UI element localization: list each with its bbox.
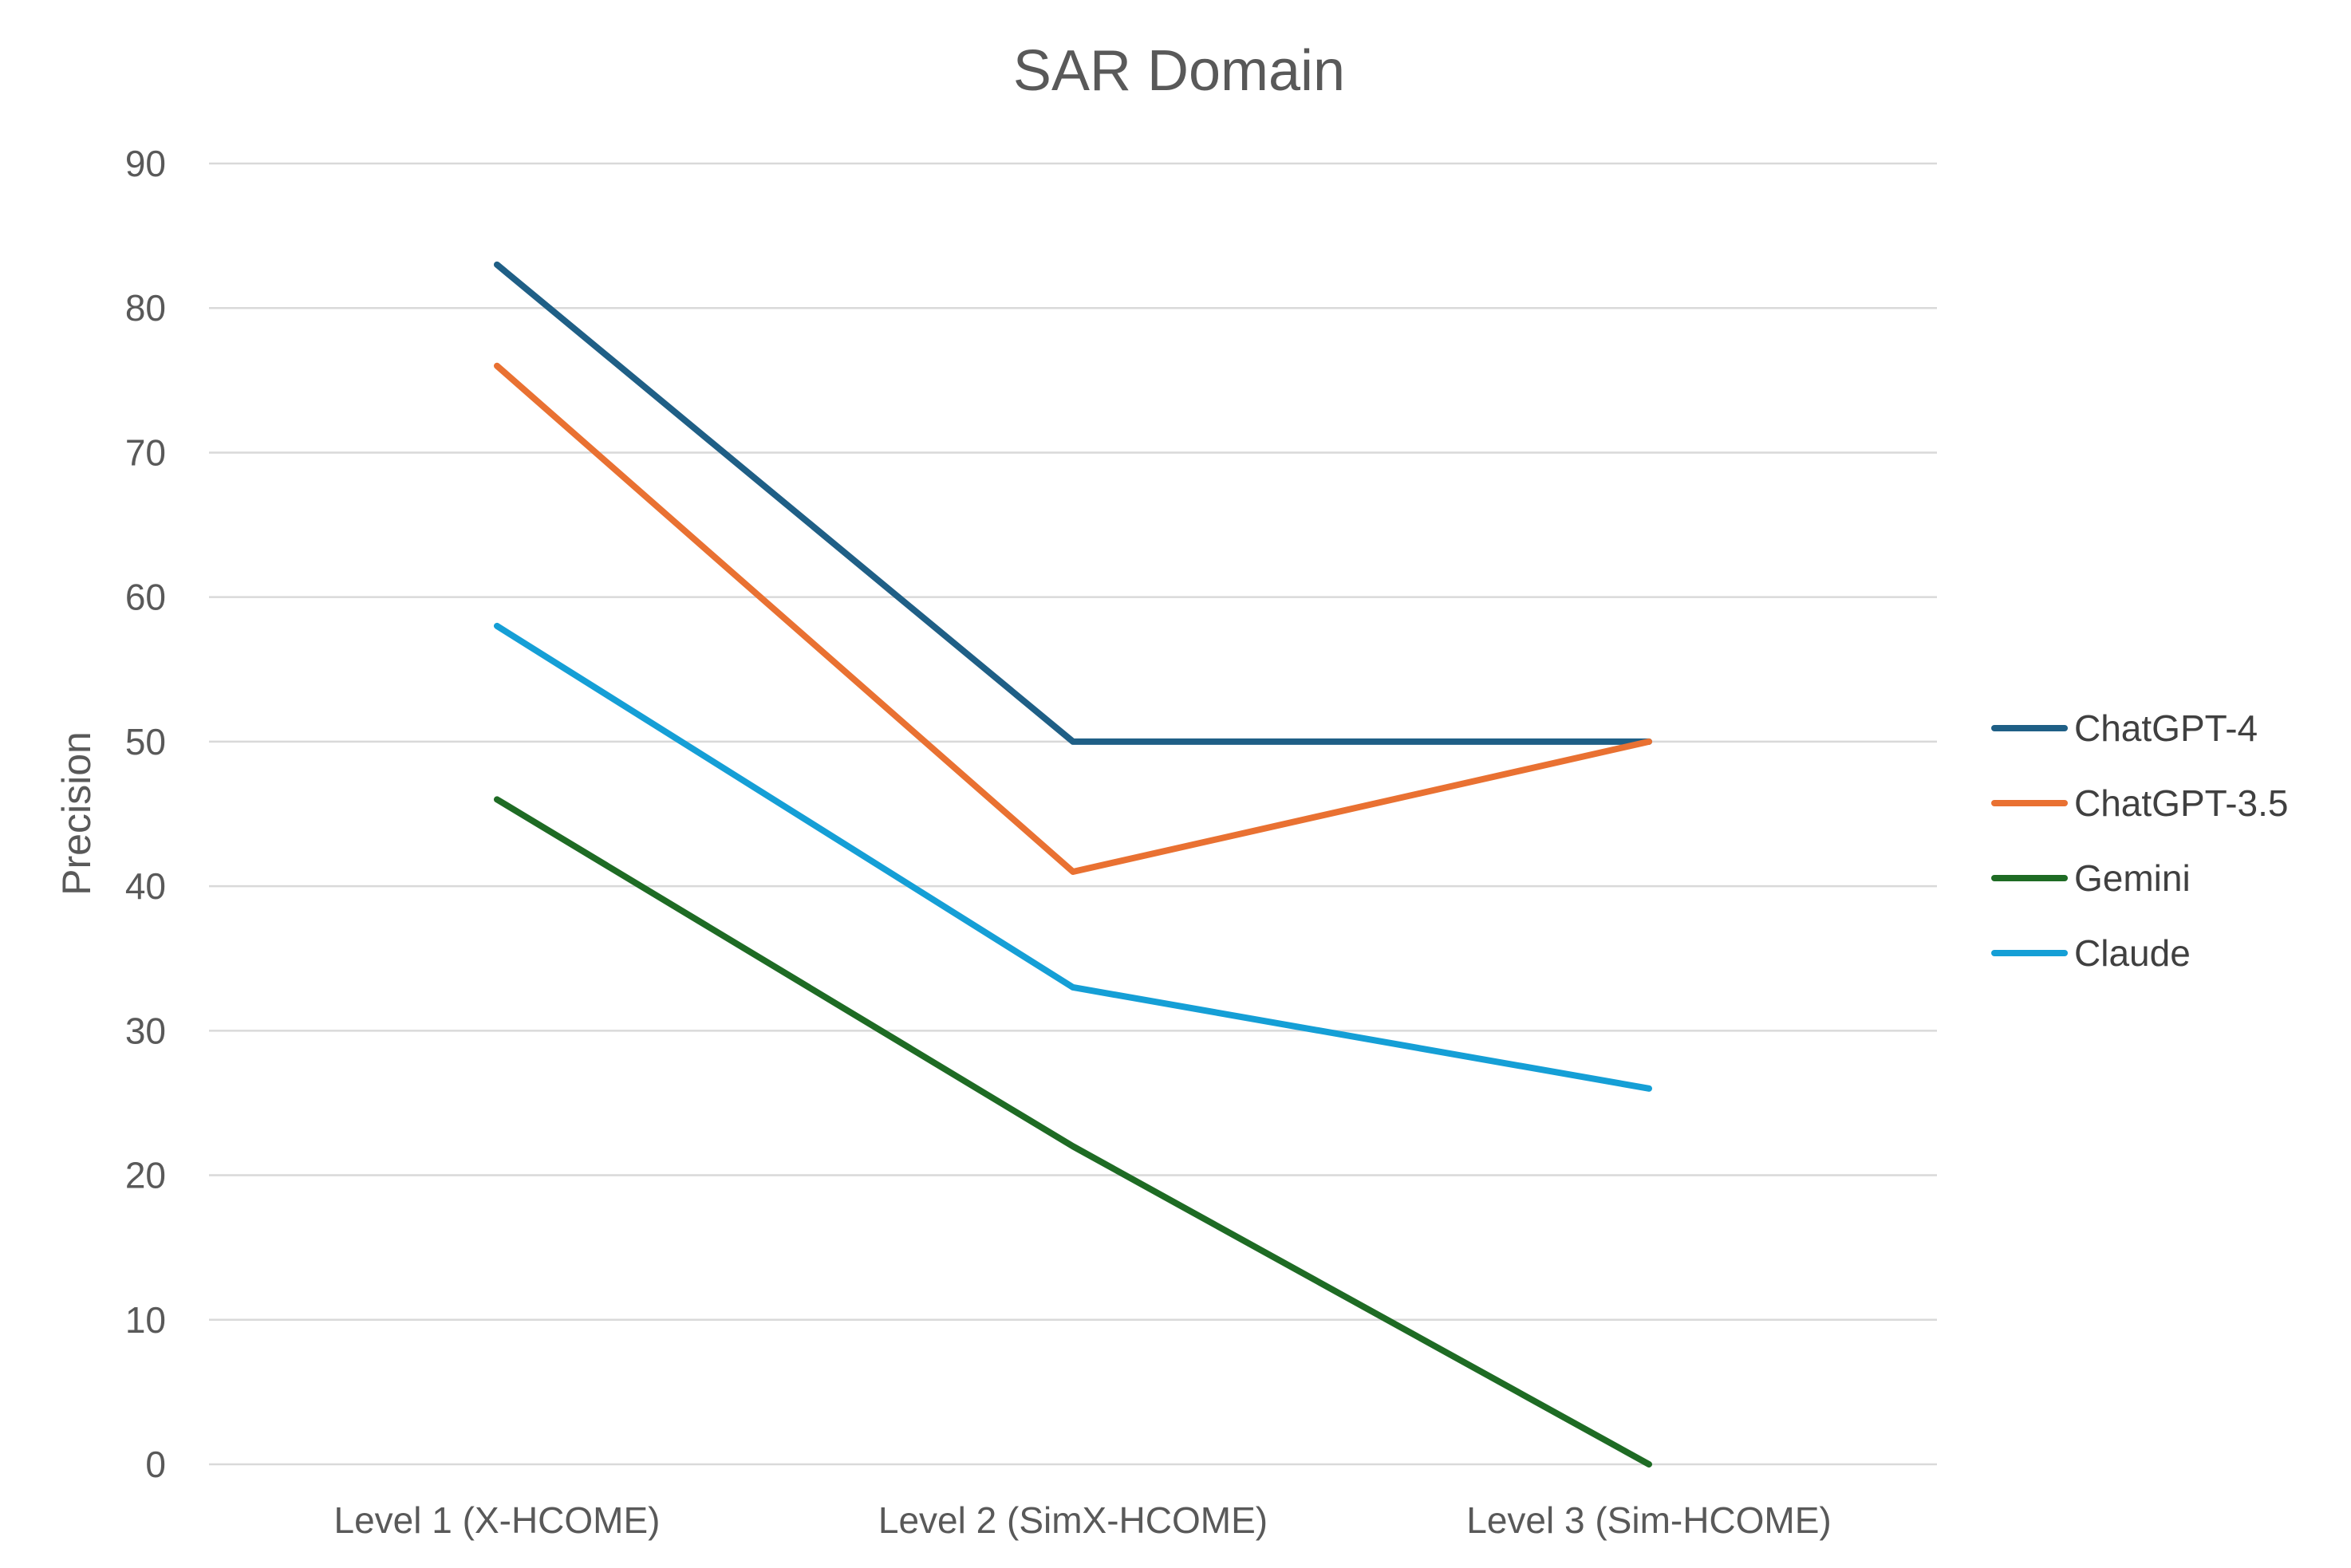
legend-label-chatgpt-3-5: ChatGPT-3.5 (2074, 782, 2288, 824)
y-axis-label: Precision (54, 731, 99, 896)
y-tick-label: 20 (125, 1155, 166, 1196)
y-tick-label: 30 (125, 1010, 166, 1051)
legend-label-gemini: Gemini (2074, 857, 2191, 899)
y-tick-label: 70 (125, 431, 166, 473)
y-axis-ticks: 0 10 20 30 40 50 60 70 80 90 (125, 143, 166, 1485)
legend: ChatGPT-4 ChatGPT-3.5 Gemini Claude (1991, 707, 2288, 974)
x-tick-label: Level 3 (Sim-HCOME) (1466, 1499, 1832, 1541)
series-line-chatgpt-3-5 (494, 362, 1652, 875)
legend-label-chatgpt-4: ChatGPT-4 (2074, 707, 2258, 749)
legend-label-claude: Claude (2074, 932, 2191, 974)
x-tick-label: Level 2 (SimX-HCOME) (878, 1499, 1268, 1541)
y-tick-label: 90 (125, 143, 166, 184)
gridlines (209, 162, 1937, 1466)
series-line-gemini (494, 796, 1652, 1468)
x-axis-ticks: Level 1 (X-HCOME) Level 2 (SimX-HCOME) Lev… (334, 1499, 1832, 1541)
y-tick-label: 0 (145, 1444, 166, 1485)
y-tick-label: 50 (125, 721, 166, 762)
y-tick-label: 80 (125, 287, 166, 329)
y-tick-label: 60 (125, 577, 166, 618)
series-line-chatgpt-4 (494, 261, 1652, 745)
y-tick-label: 40 (125, 865, 166, 907)
chart-title: SAR Domain (1013, 39, 1345, 103)
series-lines (494, 261, 1652, 1468)
series-line-claude (494, 622, 1652, 1092)
x-tick-label: Level 1 (X-HCOME) (334, 1499, 661, 1541)
y-tick-label: 10 (125, 1299, 166, 1341)
